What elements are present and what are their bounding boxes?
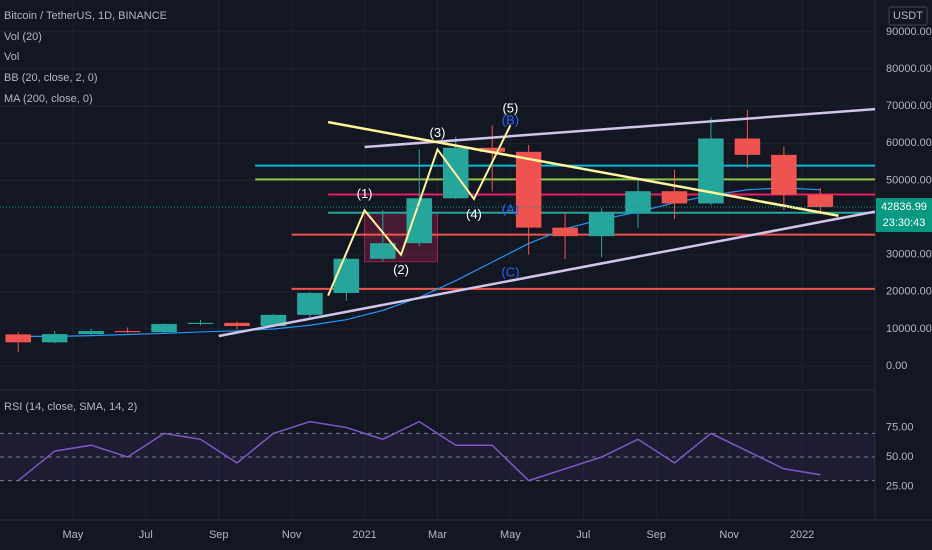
wave-label: (5) (502, 101, 518, 116)
x-tick-label: 2022 (790, 529, 814, 541)
corrective-label: (C) (501, 265, 519, 280)
x-tick-label: May (500, 529, 521, 541)
last-price-label: 42836.99 (881, 201, 927, 213)
x-tick-label: Mar (428, 529, 447, 541)
indicator: MA (200, close, 0) (4, 93, 93, 105)
x-tick-label: Sep (646, 529, 666, 541)
candle-body (552, 227, 578, 237)
candle-body (370, 243, 396, 259)
candle-body (5, 334, 31, 343)
candle-body (588, 212, 615, 237)
indicator: Vol (4, 51, 19, 63)
candle-body (151, 323, 177, 333)
y-tick-label: 20000.00 (886, 286, 932, 298)
candle-body (734, 138, 761, 155)
chart-title: Bitcoin / TetherUS, 1D, BINANCE (4, 10, 167, 22)
rsi-title: RSI (14, close, SMA, 14, 2) (4, 401, 137, 413)
candle-body (224, 322, 250, 327)
corrective-label: (A) (502, 202, 519, 217)
rsi-line (17, 420, 821, 482)
rsi-tick-label: 75.00 (886, 421, 914, 433)
countdown: 23:30:43 (883, 217, 926, 229)
candle-body (41, 334, 68, 343)
currency-box[interactable] (888, 6, 928, 26)
candle-body (187, 322, 214, 324)
rsi-tick-label: 25.00 (886, 480, 914, 492)
candle-body (515, 151, 542, 228)
wave-label: (2) (393, 262, 409, 277)
candle-body (406, 198, 433, 244)
candle-body (333, 258, 360, 293)
candle-body (297, 292, 323, 315)
x-tick-label: Sep (209, 529, 229, 541)
candle-body (78, 331, 104, 335)
rsi-tick-label: 50.00 (886, 451, 914, 463)
x-tick-label: Jul (139, 529, 153, 541)
y-tick-label: 0.00 (886, 360, 907, 372)
plot: (1) (2) (3) (4) (5) (A) (B) (C) (0, 0, 876, 520)
y-tick-label: 80000.00 (886, 63, 932, 75)
x-tick-label: Nov (719, 529, 739, 541)
x-tick-label: Nov (282, 529, 302, 541)
x-tick-label: May (63, 529, 84, 541)
x-tick-label: Jul (576, 529, 590, 541)
candle-body (479, 147, 505, 152)
indicator: Vol (20) (4, 31, 42, 43)
candle-body (771, 154, 797, 195)
y-tick-label: 70000.00 (886, 100, 932, 112)
indicator: BB (20, close, 2, 0) (4, 72, 98, 84)
candle-body (625, 191, 651, 213)
last-price-box (876, 198, 932, 233)
candle-body (661, 191, 688, 204)
candle-body (114, 331, 141, 333)
candle-body (807, 194, 834, 208)
y-tick-label: 60000.00 (886, 137, 932, 149)
y-tick-label: 90000.00 (886, 26, 932, 38)
wave-label: (4) (466, 206, 482, 221)
wave-label: (1) (357, 186, 373, 201)
trendline (327, 120, 839, 217)
currency: USDT (893, 10, 923, 22)
y-tick-label: 10000.00 (886, 323, 932, 335)
y-tick-label: 50000.00 (886, 174, 932, 186)
corrective-label: (B) (502, 112, 519, 127)
candle-body (260, 314, 287, 327)
wave-label: (3) (430, 125, 446, 140)
x-tick-label: 2021 (352, 529, 376, 541)
wave-line (327, 124, 512, 296)
trendline (218, 210, 876, 338)
trendline (364, 107, 876, 149)
y-tick-label: 30000.00 (886, 249, 932, 261)
